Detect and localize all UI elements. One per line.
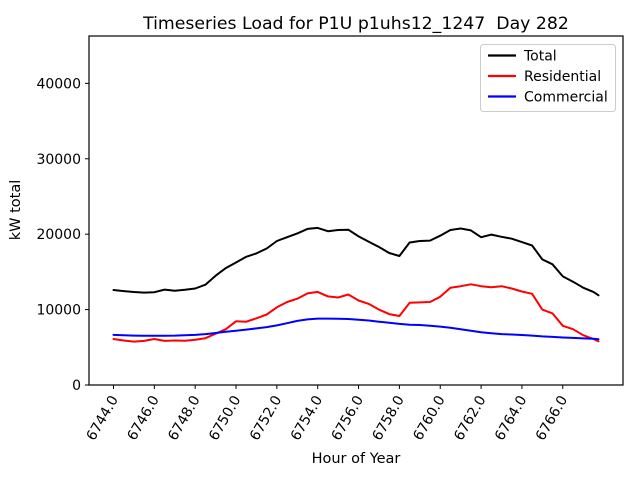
x-tick-label: 6760.0 [410,393,448,443]
x-tick-label: 6748.0 [165,393,203,443]
y-tick-label: 30000 [36,152,81,168]
x-tick-label: 6762.0 [451,393,489,443]
x-tick-label: 6754.0 [288,393,326,443]
x-tick-label: 6764.0 [492,393,530,443]
y-tick-label: 40000 [36,76,81,92]
series-line-total [112,226,600,297]
legend-label-total: Total [523,49,557,65]
y-tick-label: 10000 [36,303,81,319]
legend-label-commercial: Commercial [524,90,608,106]
legend-label-residential: Residential [524,69,601,85]
legend-frame [480,44,616,112]
x-tick-label: 6746.0 [124,393,162,443]
chart-title: Timeseries Load for P1U p1uhs12_1247 Day… [142,14,569,34]
x-tick-label: 6744.0 [84,393,122,443]
y-tick-label: 0 [72,378,81,394]
x-tick-label: 6766.0 [533,393,571,443]
x-axis-label: Hour of Year [312,451,401,467]
series-line-residential [112,283,600,343]
x-tick-label: 6758.0 [370,393,408,443]
y-tick-label: 20000 [36,227,81,243]
x-tick-label: 6752.0 [247,393,285,443]
series-line-commercial [112,317,600,341]
axes-frame [88,35,624,386]
legend: Total Residential Commercial [480,44,616,112]
x-tick-label: 6750.0 [206,393,244,443]
y-axis-label: kW total [8,180,24,241]
x-tick-label: 6756.0 [329,393,367,443]
